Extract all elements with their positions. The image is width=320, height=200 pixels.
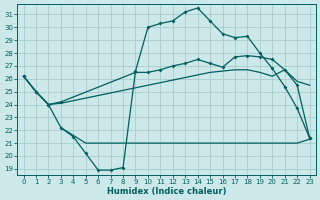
X-axis label: Humidex (Indice chaleur): Humidex (Indice chaleur) <box>107 187 226 196</box>
